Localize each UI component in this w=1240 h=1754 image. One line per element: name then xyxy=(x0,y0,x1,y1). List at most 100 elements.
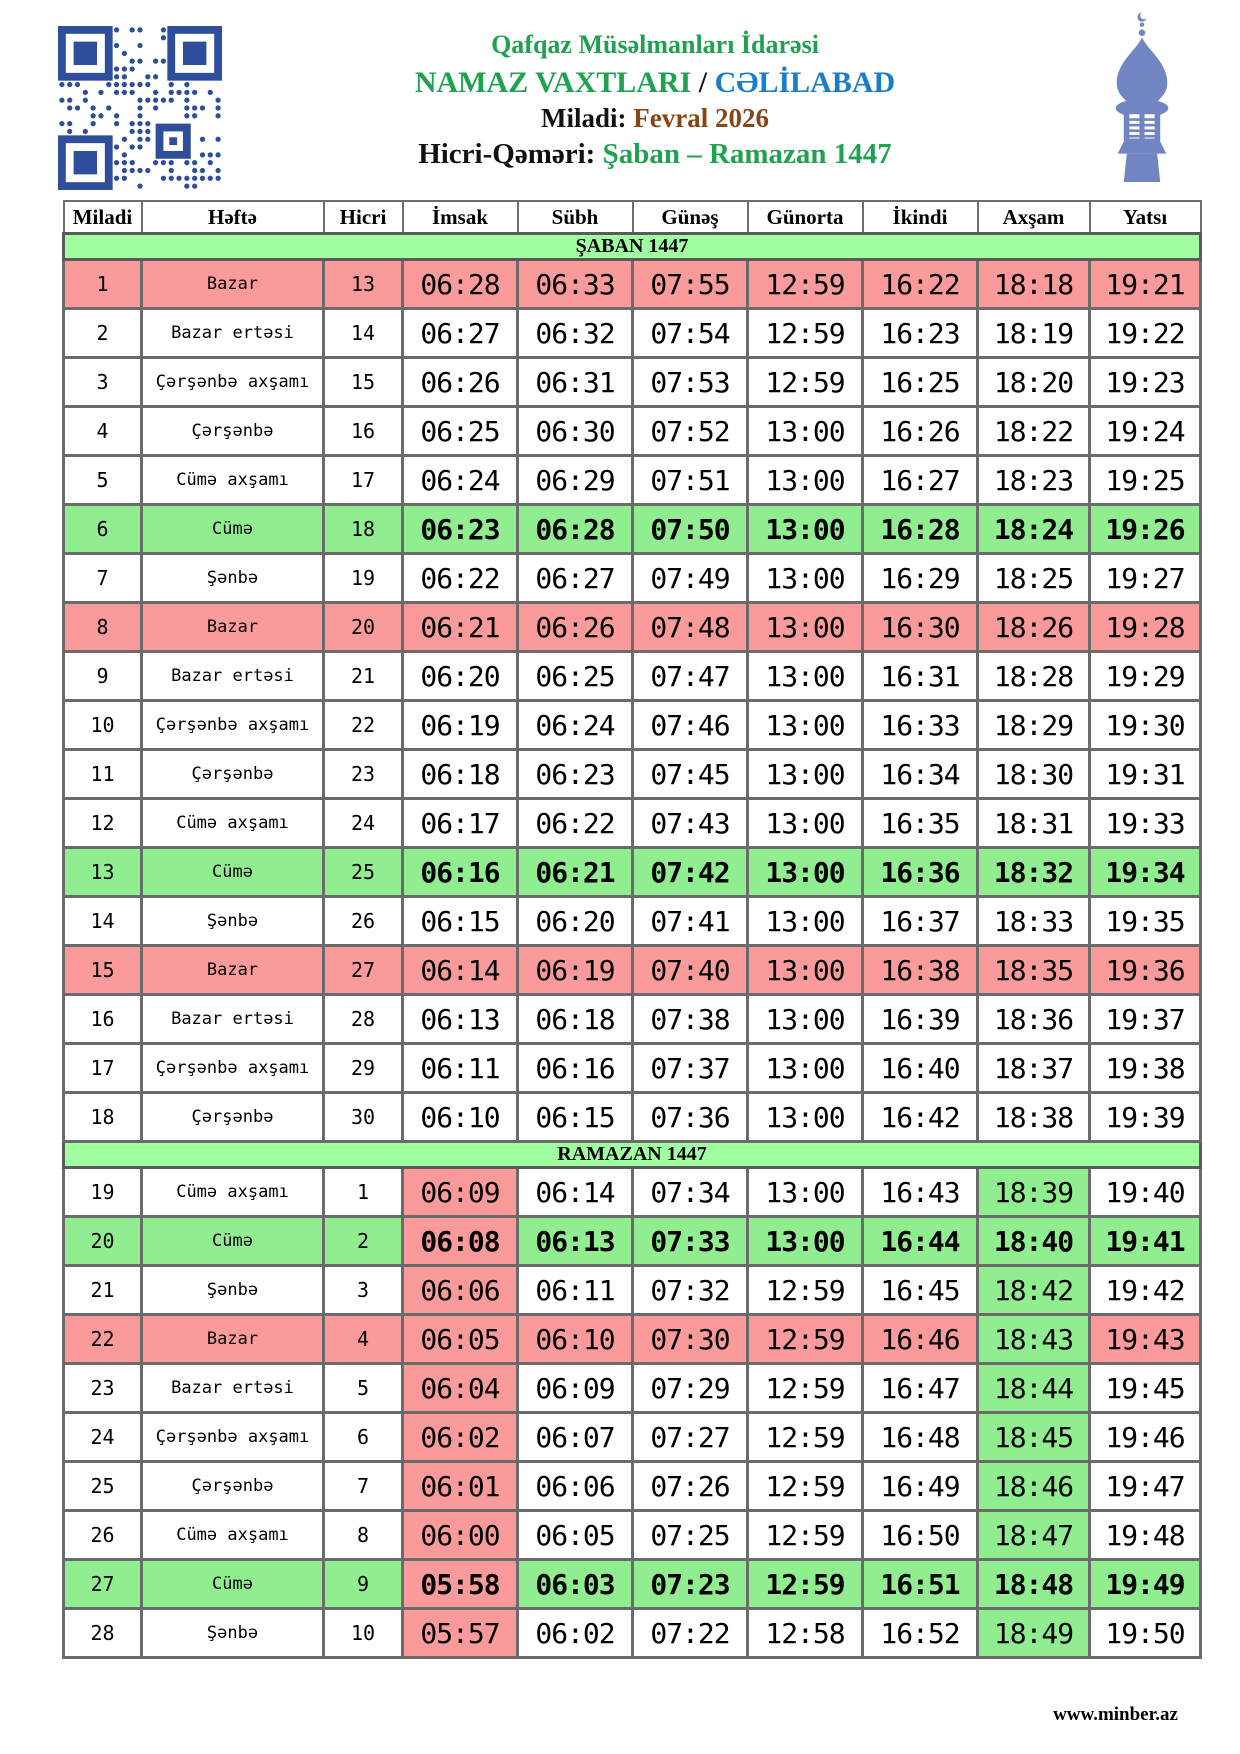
miladi-cell: 11 xyxy=(62,748,143,800)
miladi-cell: 19 xyxy=(62,1166,143,1218)
time-cell-subh: 06:13 xyxy=(516,1215,634,1267)
miladi-cell: 20 xyxy=(62,1215,143,1267)
time-cell-yatsi: 19:45 xyxy=(1088,1362,1202,1414)
weekday-cell: Bazar xyxy=(140,1313,325,1365)
time-cell-gunes: 07:42 xyxy=(631,846,749,898)
organization-title: Qafqaz Müsəlmanları İdarəsi xyxy=(491,30,819,59)
hicri-cell: 26 xyxy=(322,895,404,947)
time-cell-axsam: 18:35 xyxy=(976,944,1091,996)
time-cell-axsam: 18:43 xyxy=(976,1313,1091,1365)
hicri-cell: 27 xyxy=(322,944,404,996)
weekday-cell: Cümə axşamı xyxy=(140,1166,325,1218)
time-cell-subh: 06:27 xyxy=(516,552,634,604)
time-cell-imsak: 06:10 xyxy=(401,1091,519,1143)
time-cell-yatsi: 19:46 xyxy=(1088,1411,1202,1463)
time-cell-gunorta: 13:00 xyxy=(746,797,864,849)
time-cell-axsam: 18:42 xyxy=(976,1264,1091,1316)
hicri-cell: 6 xyxy=(322,1411,404,1463)
time-cell-yatsi: 19:42 xyxy=(1088,1264,1202,1316)
hicri-cell: 18 xyxy=(322,503,404,555)
miladi-cell: 15 xyxy=(62,944,143,996)
title-namaz: NAMAZ VAXTLARI xyxy=(414,65,692,99)
time-cell-yatsi: 19:24 xyxy=(1088,405,1202,457)
miladi-cell: 28 xyxy=(62,1607,143,1659)
time-cell-gunes: 07:46 xyxy=(631,699,749,751)
time-cell-ikindi: 16:28 xyxy=(861,503,979,555)
miladi-cell: 10 xyxy=(62,699,143,751)
miladi-cell: 22 xyxy=(62,1313,143,1365)
time-cell-ikindi: 16:27 xyxy=(861,454,979,506)
time-cell-ikindi: 16:47 xyxy=(861,1362,979,1414)
weekday-cell: Cümə xyxy=(140,846,325,898)
time-cell-gunorta: 12:59 xyxy=(746,1313,864,1365)
title-block: Qafqaz Müsəlmanları İdarəsi NAMAZ VAXTLA… xyxy=(230,30,1080,171)
page-title: NAMAZ VAXTLARI / CƏLİLABAD xyxy=(230,65,1080,100)
time-cell-subh: 06:03 xyxy=(516,1558,634,1610)
time-cell-gunes: 07:38 xyxy=(631,993,749,1045)
time-cell-axsam: 18:32 xyxy=(976,846,1091,898)
time-cell-gunorta: 12:59 xyxy=(746,1558,864,1610)
time-cell-imsak: 06:13 xyxy=(401,993,519,1045)
time-cell-yatsi: 19:49 xyxy=(1088,1558,1202,1610)
col-header-axsam: Axşam xyxy=(976,200,1091,235)
time-cell-gunes: 07:40 xyxy=(631,944,749,996)
weekday-cell: Çərşənbə xyxy=(140,748,325,800)
weekday-cell: Cümə axşamı xyxy=(140,797,325,849)
table-row: 1 Bazar 13 06:28 06:33 07:55 12:59 16:22 18:18 19… xyxy=(62,258,1202,310)
time-cell-gunorta: 13:00 xyxy=(746,405,864,457)
miladi-cell: 18 xyxy=(62,1091,143,1143)
weekday-cell: Bazar ertəsi xyxy=(140,1362,325,1414)
weekday-cell: Şənbə xyxy=(140,1264,325,1316)
miladi-cell: 12 xyxy=(62,797,143,849)
time-cell-axsam: 18:30 xyxy=(976,748,1091,800)
footer: www.minber.az xyxy=(1053,1704,1178,1726)
time-cell-imsak: 06:25 xyxy=(401,405,519,457)
hicri-cell: 1 xyxy=(322,1166,404,1218)
time-cell-axsam: 18:20 xyxy=(976,356,1091,408)
time-cell-ikindi: 16:52 xyxy=(861,1607,979,1659)
table-body: ŞABAN 1447 1 Bazar 13 06:28 06:33 07:55 12:59 16… xyxy=(62,232,1202,1659)
table-row: 6 Cümə 18 06:23 06:28 07:50 13:00 16:28 18:24 19:… xyxy=(62,503,1202,555)
time-cell-yatsi: 19:30 xyxy=(1088,699,1202,751)
weekday-cell: Cümə axşamı xyxy=(140,454,325,506)
hicri-cell: 25 xyxy=(322,846,404,898)
table-row: 27 Cümə 9 05:58 06:03 07:23 12:59 16:51 18:48 19:… xyxy=(62,1558,1202,1610)
time-cell-gunorta: 12:59 xyxy=(746,1362,864,1414)
weekday-cell: Cümə xyxy=(140,1558,325,1610)
time-cell-imsak: 06:28 xyxy=(401,258,519,310)
section-header-row: ŞABAN 1447 xyxy=(62,232,1202,261)
table-row: 25 Çərşənbə 7 06:01 06:06 07:26 12:59 16:49 18:4… xyxy=(62,1460,1202,1512)
time-cell-subh: 06:21 xyxy=(516,846,634,898)
time-cell-subh: 06:30 xyxy=(516,405,634,457)
time-cell-subh: 06:25 xyxy=(516,650,634,702)
time-cell-gunorta: 13:00 xyxy=(746,944,864,996)
time-cell-axsam: 18:26 xyxy=(976,601,1091,653)
miladi-cell: 27 xyxy=(62,1558,143,1610)
time-cell-axsam: 18:36 xyxy=(976,993,1091,1045)
weekday-cell: Çərşənbə axşamı xyxy=(140,356,325,408)
col-header-gunorta: Günorta xyxy=(746,200,864,235)
table-row: 20 Cümə 2 06:08 06:13 07:33 13:00 16:44 18:40 19:… xyxy=(62,1215,1202,1267)
hicri-cell: 14 xyxy=(322,307,404,359)
table-row: 3 Çərşənbə axşamı 15 06:26 06:31 07:53 12:59 16… xyxy=(62,356,1202,408)
time-cell-gunorta: 12:59 xyxy=(746,258,864,310)
table-row: 26 Cümə axşamı 8 06:00 06:05 07:25 12:59 16:50 1… xyxy=(62,1509,1202,1561)
miladi-line: Miladi: Fevral 2026 xyxy=(230,103,1080,135)
time-cell-axsam: 18:37 xyxy=(976,1042,1091,1094)
time-cell-gunorta: 13:00 xyxy=(746,895,864,947)
section-title: ŞABAN 1447 xyxy=(62,232,1202,261)
time-cell-axsam: 18:28 xyxy=(976,650,1091,702)
hicri-cell: 13 xyxy=(322,258,404,310)
time-cell-imsak: 06:24 xyxy=(401,454,519,506)
qr-code-icon xyxy=(58,26,222,190)
time-cell-yatsi: 19:23 xyxy=(1088,356,1202,408)
website-text: www.minber.az xyxy=(1053,1704,1178,1725)
time-cell-imsak: 06:17 xyxy=(401,797,519,849)
miladi-cell: 16 xyxy=(62,993,143,1045)
time-cell-imsak: 06:11 xyxy=(401,1042,519,1094)
time-cell-gunes: 07:22 xyxy=(631,1607,749,1659)
time-cell-ikindi: 16:44 xyxy=(861,1215,979,1267)
time-cell-ikindi: 16:48 xyxy=(861,1411,979,1463)
time-cell-subh: 06:22 xyxy=(516,797,634,849)
time-cell-subh: 06:23 xyxy=(516,748,634,800)
